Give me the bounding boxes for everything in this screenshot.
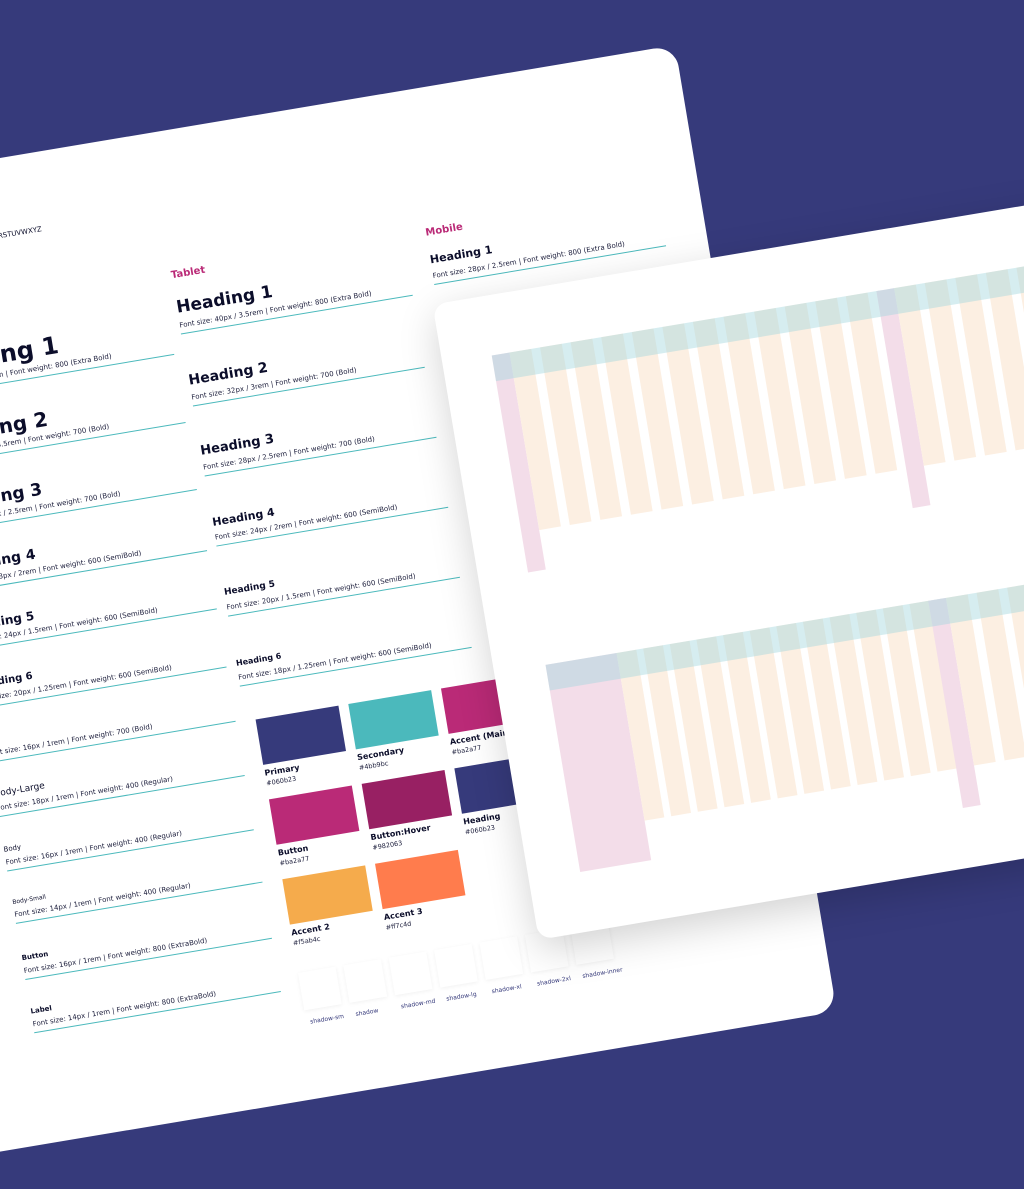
shadow-sample: [343, 959, 388, 1003]
shadow-sample: [297, 966, 342, 1011]
shadow-sample: [388, 951, 433, 996]
shadow-sample: [434, 943, 478, 988]
shadow-sample: [479, 936, 524, 981]
page: ABCDEFGHIJKLMNOPQRSTUVWXYZHeading 1Font …: [0, 45, 1024, 1177]
header-band: [928, 535, 1024, 627]
